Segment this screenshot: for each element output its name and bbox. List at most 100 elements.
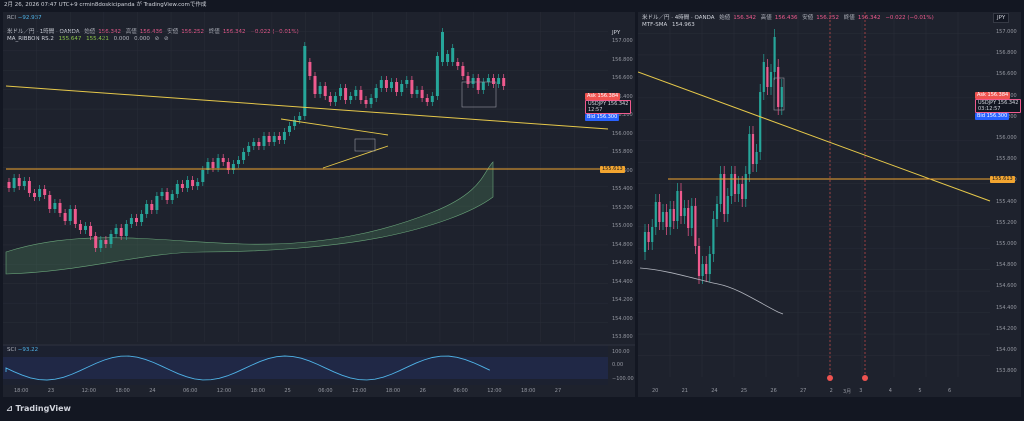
candle-body: [425, 98, 429, 102]
candle-body: [170, 194, 174, 200]
candle-body: [658, 202, 661, 222]
price-tick-label: 153.800: [612, 334, 633, 340]
candle-body: [58, 203, 62, 213]
price-tick-label: 155.000: [612, 223, 633, 229]
left-chart-canvas[interactable]: [3, 12, 635, 397]
time-tick-label: 27: [800, 388, 807, 394]
time-tick-label: 18:00: [14, 388, 29, 394]
time-tick-label: 12:00: [216, 388, 232, 394]
candle-body: [471, 78, 475, 84]
candle-body: [769, 72, 773, 87]
candle-body: [313, 76, 317, 94]
trend-line: [280, 118, 389, 136]
candle-body: [175, 184, 179, 194]
time-tick-label: 12:00: [352, 388, 367, 394]
candle-body: [17, 178, 21, 186]
left-sci-header: SCI −93.22: [7, 347, 39, 353]
candle-body: [773, 37, 776, 72]
candle-body: [221, 158, 225, 162]
candle-body: [712, 219, 715, 254]
price-tick-label: 154.600: [996, 283, 1017, 290]
candle-body: [160, 192, 164, 196]
candle-body: [43, 189, 47, 195]
candle-body: [247, 146, 251, 152]
candle-body: [780, 87, 783, 107]
snapshot-author: crmin8doskicipanda が TradingView.comで作成: [79, 2, 207, 8]
visibility-icon[interactable]: ⊘: [154, 36, 160, 42]
candle-body: [344, 88, 348, 100]
candle-body: [201, 170, 205, 182]
candle-body: [461, 66, 465, 76]
candle-body: [53, 203, 57, 209]
left-ask-tag: Ask 156.384: [585, 93, 621, 100]
candle-body: [293, 120, 297, 126]
candle-body: [384, 80, 388, 88]
candle-body: [226, 162, 230, 170]
candle-body: [288, 126, 291, 132]
left-symbol-legend[interactable]: 米ドル／円 · 1時間 · OANDA 始値 156.342 高値 156.436 …: [7, 29, 299, 35]
candle-body: [694, 206, 697, 246]
candle-body: [7, 182, 11, 188]
candle-body: [237, 160, 240, 164]
price-tick-label: 156.000: [612, 130, 633, 137]
candle-body: [308, 62, 312, 76]
candle-body: [651, 227, 654, 242]
price-tick-label: 155.200: [612, 204, 633, 211]
candle-body: [676, 191, 679, 221]
candle-body: [687, 208, 690, 228]
left-last-tag: USDJPY 156.342 12:57: [585, 100, 632, 114]
price-tick-label: 155.400: [996, 198, 1017, 205]
price-tick-label: 155.800: [996, 156, 1017, 163]
candle-body: [257, 142, 261, 146]
time-tick-label: 23: [47, 388, 55, 394]
candle-body: [723, 174, 726, 214]
candle-body: [94, 236, 98, 248]
candle-body: [150, 204, 154, 210]
candle-body: [741, 184, 744, 199]
visibility-icon[interactable]: ⊘: [164, 36, 169, 42]
candle-body: [333, 96, 337, 102]
candle-body: [701, 264, 704, 276]
candle-body: [298, 116, 302, 120]
right-mtf-legend[interactable]: MTF-SMA 154.963: [642, 22, 695, 28]
price-tick-label: 156.800: [996, 50, 1017, 57]
candle-body: [78, 224, 82, 230]
candle-body: [124, 224, 128, 236]
tv-logo-icon: ⊿: [6, 404, 13, 413]
price-tick-label: 156.600: [996, 71, 1017, 78]
sci-scale-top: 100.00: [612, 349, 630, 355]
time-tick-label: 12:00: [81, 388, 97, 394]
candle-body: [486, 78, 490, 82]
right-level-tag: 155.613: [990, 176, 1015, 183]
candle-body: [690, 206, 693, 228]
candle-body: [277, 136, 281, 140]
sci-scale-mid: 0.00: [612, 362, 624, 368]
right-chart-canvas[interactable]: [638, 12, 1021, 397]
time-tick-label: 06:00: [318, 388, 333, 394]
candle-body: [661, 212, 665, 222]
candle-body: [180, 184, 184, 188]
price-tick-label: 154.200: [612, 297, 633, 303]
candle-body: [466, 76, 470, 84]
tradingview-logo[interactable]: ⊿ TradingView: [6, 404, 71, 413]
time-tick-label: 18:00: [385, 388, 401, 394]
candle-body: [643, 232, 647, 252]
candle-body: [165, 192, 169, 200]
candle-body: [63, 213, 67, 221]
candle-body: [252, 142, 256, 146]
time-tick-label: 26: [419, 388, 426, 394]
time-tick-label: 06:00: [453, 388, 468, 394]
time-tick-label: 25: [284, 388, 291, 394]
candle-body: [206, 162, 210, 170]
candle-body: [492, 78, 495, 84]
candle-body: [109, 234, 113, 244]
candle-body: [730, 174, 733, 196]
price-tick-label: 154.400: [996, 304, 1017, 311]
candle-body: [719, 174, 722, 204]
right-symbol-legend[interactable]: 米ドル／円 · 4時間 · OANDA 始値 156.342 高値 156.436 …: [642, 15, 934, 21]
candle-body: [364, 100, 368, 104]
left-chart-pane[interactable]: [3, 12, 635, 397]
candle-body: [27, 181, 31, 193]
time-tick-label: 18:00: [250, 388, 266, 394]
time-tick-label: 5: [918, 388, 922, 394]
